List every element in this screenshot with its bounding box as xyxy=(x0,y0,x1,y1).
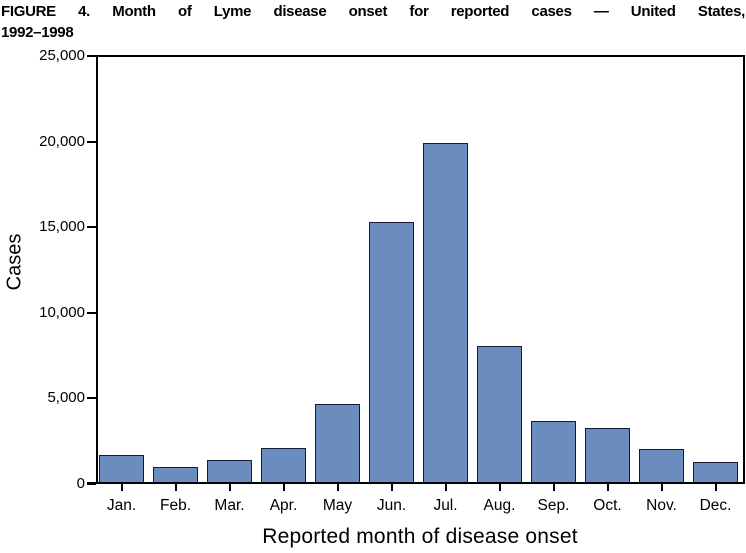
x-axis-tick xyxy=(228,484,231,491)
x-axis-tick xyxy=(174,484,177,491)
x-axis-tick-label-feb: Feb. xyxy=(159,497,191,514)
x-axis-tick xyxy=(444,484,447,491)
x-axis-tick-label-apr: Apr. xyxy=(269,497,298,514)
bar-jun xyxy=(369,222,414,484)
y-axis-tick-label: 15,000 xyxy=(39,218,85,236)
y-axis-tick-label: 20,000 xyxy=(39,132,85,150)
y-axis-tick xyxy=(87,140,96,143)
y-axis-tick-label: 10,000 xyxy=(39,303,85,321)
bar-apr xyxy=(261,448,306,484)
y-axis-tick xyxy=(87,311,96,314)
x-axis-line xyxy=(87,482,745,484)
plot-top-border xyxy=(96,55,745,57)
x-axis-tick-label-mar: Mar. xyxy=(214,497,245,514)
bar-sep xyxy=(531,421,576,484)
plot-right-border xyxy=(743,55,745,484)
x-axis-tick-label-nov: Nov. xyxy=(646,497,677,514)
bar-dec xyxy=(693,462,738,484)
y-axis-title: Cases xyxy=(3,233,26,291)
bar-aug xyxy=(477,346,522,484)
x-axis-tick xyxy=(336,484,339,491)
x-axis-tick xyxy=(390,484,393,491)
x-axis-title: Reported month of disease onset xyxy=(262,525,578,548)
x-axis-tick-label-jul: Jul. xyxy=(433,497,458,514)
x-axis-tick-label-dec: Dec. xyxy=(699,497,732,514)
bar-nov xyxy=(639,449,684,484)
x-axis-tick xyxy=(714,484,717,491)
bar-feb xyxy=(153,467,198,484)
figure-title-line-1: FIGURE 4. Month of Lyme disease onset fo… xyxy=(1,3,745,20)
x-axis-tick xyxy=(120,484,123,491)
x-axis-tick-label-jun: Jun. xyxy=(376,497,407,514)
y-axis-tick-label: 25,000 xyxy=(39,47,85,64)
y-axis-tick-label: 5,000 xyxy=(47,389,85,407)
y-axis-tick xyxy=(87,397,96,400)
bar-oct xyxy=(585,428,630,484)
x-axis-tick-label-oct: Oct. xyxy=(593,497,622,514)
bar-mar xyxy=(207,460,252,484)
x-axis-tick xyxy=(282,484,285,491)
bar-jan xyxy=(99,455,144,484)
y-axis-tick xyxy=(87,55,96,57)
x-axis-tick xyxy=(606,484,609,491)
bar-jul xyxy=(423,143,468,484)
y-axis-tick xyxy=(87,483,96,485)
x-axis-tick-label-jan: Jan. xyxy=(106,497,137,514)
figure-title-line-2: 1992–1998 xyxy=(1,24,74,41)
x-axis-tick-label-may: May xyxy=(322,497,353,514)
x-axis-tick xyxy=(552,484,555,491)
y-axis-tick xyxy=(87,226,96,229)
x-axis-tick-label-aug: Aug. xyxy=(483,497,516,514)
x-axis-tick xyxy=(498,484,501,491)
x-axis-tick-label-sep: Sep. xyxy=(537,497,570,514)
figure-title: FIGURE 4. Month of Lyme disease onset fo… xyxy=(1,1,745,43)
y-axis-line xyxy=(96,55,98,484)
y-axis-tick-label: 0 xyxy=(76,475,85,492)
x-axis-tick xyxy=(660,484,663,491)
bar-may xyxy=(315,404,360,484)
